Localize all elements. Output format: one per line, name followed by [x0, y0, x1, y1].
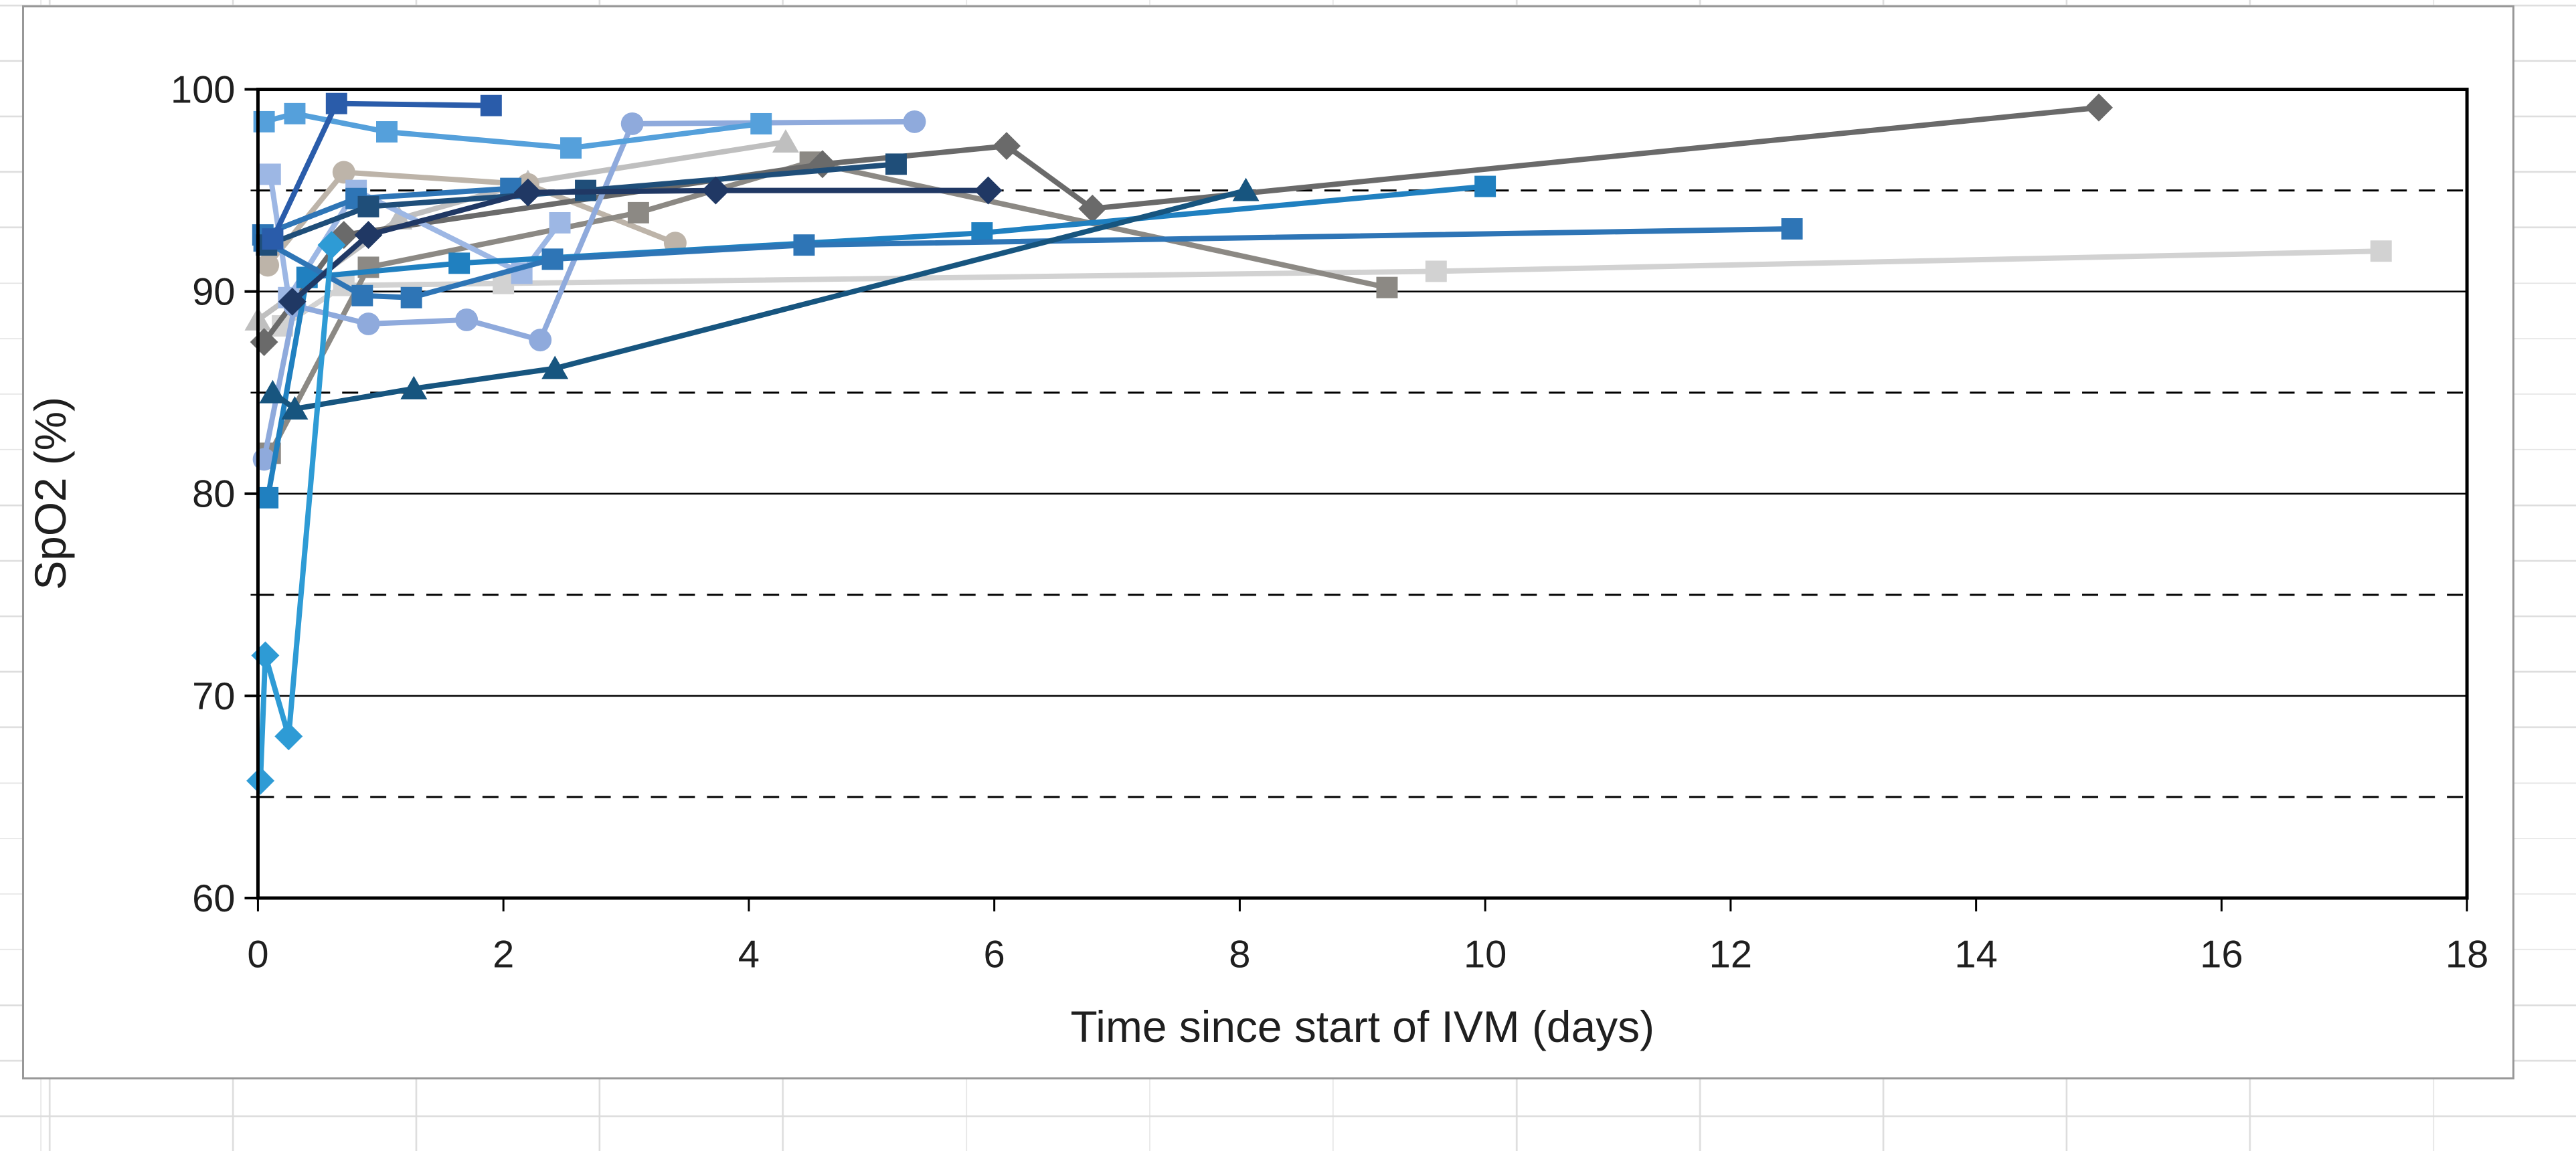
data-point-marker — [2085, 93, 2113, 122]
x-tick-label: 4 — [738, 934, 760, 976]
spo2-line-chart: 60 70 80 90 100 0 2 4 6 8 10 12 14 16 18 Time since st… — [25, 69, 2488, 1052]
data-point-marker — [259, 379, 286, 404]
data-point-marker — [281, 395, 309, 420]
axes: 60 70 80 90 100 0 2 4 6 8 10 12 14 16 18 — [171, 69, 2488, 976]
data-point-marker — [376, 121, 398, 143]
x-tick-label: 8 — [1229, 934, 1250, 976]
y-axis-title: SpO2 (%) — [25, 397, 75, 590]
series-path — [280, 248, 2384, 329]
y-tick-label: 70 — [192, 675, 235, 718]
data-point-marker — [257, 486, 279, 509]
data-point-marker — [1781, 218, 1803, 240]
data-point-marker — [357, 195, 379, 217]
data-point-marker — [1232, 177, 1260, 201]
data-point-marker — [332, 161, 355, 184]
series-path — [261, 110, 764, 151]
data-point-marker — [278, 287, 307, 316]
data-point-marker — [1474, 175, 1496, 197]
y-tick-label: 80 — [192, 473, 235, 516]
x-tick-label: 16 — [2200, 934, 2243, 976]
data-point-marker — [549, 211, 571, 234]
y-tick-label: 90 — [192, 271, 235, 314]
data-point-marker — [750, 112, 772, 135]
axis-labels: Time since start of IVM (days) SpO2 (%) — [25, 397, 1654, 1051]
data-point-marker — [620, 112, 644, 135]
series-line-series-12 — [250, 93, 2113, 357]
data-point-marker — [354, 221, 383, 249]
data-point-marker — [274, 722, 303, 751]
data-point-marker — [317, 231, 346, 260]
data-point-marker — [284, 102, 306, 124]
data-point-marker — [262, 228, 284, 250]
data-point-marker — [400, 286, 422, 308]
x-tick-label: 2 — [493, 934, 514, 976]
data-point-marker — [455, 308, 479, 331]
data-point-marker — [448, 252, 470, 274]
data-point-marker — [1425, 260, 1447, 282]
data-point-marker — [513, 178, 542, 207]
y-tick-label: 60 — [192, 877, 235, 920]
series-path — [261, 226, 1795, 300]
data-point-marker — [993, 132, 1021, 161]
series-path — [265, 183, 1488, 501]
data-point-marker — [2370, 240, 2392, 262]
x-tick-label: 6 — [984, 934, 1005, 976]
data-series — [244, 92, 2392, 795]
data-point-marker — [400, 375, 428, 400]
data-point-marker — [246, 766, 275, 795]
x-tick-label: 0 — [247, 934, 268, 976]
y-tick-label: 100 — [171, 69, 236, 112]
data-point-marker — [903, 110, 926, 133]
data-point-marker — [256, 254, 280, 277]
data-point-marker — [1376, 276, 1398, 298]
x-tick-label: 14 — [1954, 934, 1997, 976]
data-point-marker — [541, 248, 564, 270]
data-point-marker — [325, 92, 347, 114]
series-line-series-07 — [278, 176, 1003, 316]
data-point-marker — [560, 137, 582, 159]
data-point-marker — [351, 284, 373, 306]
data-point-marker — [793, 234, 815, 256]
series-line-series-01 — [262, 92, 502, 250]
series-line-series-10 — [259, 177, 1260, 420]
x-tick-label: 12 — [1709, 934, 1752, 976]
series-line-series-08 — [253, 218, 1803, 308]
data-point-marker — [808, 150, 837, 179]
data-point-marker — [627, 201, 649, 224]
series-path — [258, 242, 335, 784]
data-point-marker — [772, 129, 799, 153]
chart-object[interactable]: 60 70 80 90 100 0 2 4 6 8 10 12 14 16 18 Time since st… — [22, 5, 2514, 1079]
series-path — [264, 161, 899, 248]
data-point-marker — [357, 313, 380, 335]
x-tick-label: 18 — [2445, 934, 2488, 976]
data-point-marker — [974, 176, 1003, 205]
x-axis-title: Time since start of IVM (days) — [1071, 1002, 1655, 1051]
data-point-marker — [259, 163, 281, 185]
data-point-marker — [251, 641, 280, 670]
data-point-marker — [701, 176, 730, 205]
x-tick-label: 10 — [1464, 934, 1507, 976]
series-line-series-13 — [259, 151, 1398, 464]
data-point-marker — [541, 355, 569, 379]
data-point-marker — [529, 329, 552, 352]
series-line-series-09 — [257, 175, 1496, 509]
data-point-marker — [885, 153, 907, 175]
data-point-marker — [480, 94, 502, 116]
